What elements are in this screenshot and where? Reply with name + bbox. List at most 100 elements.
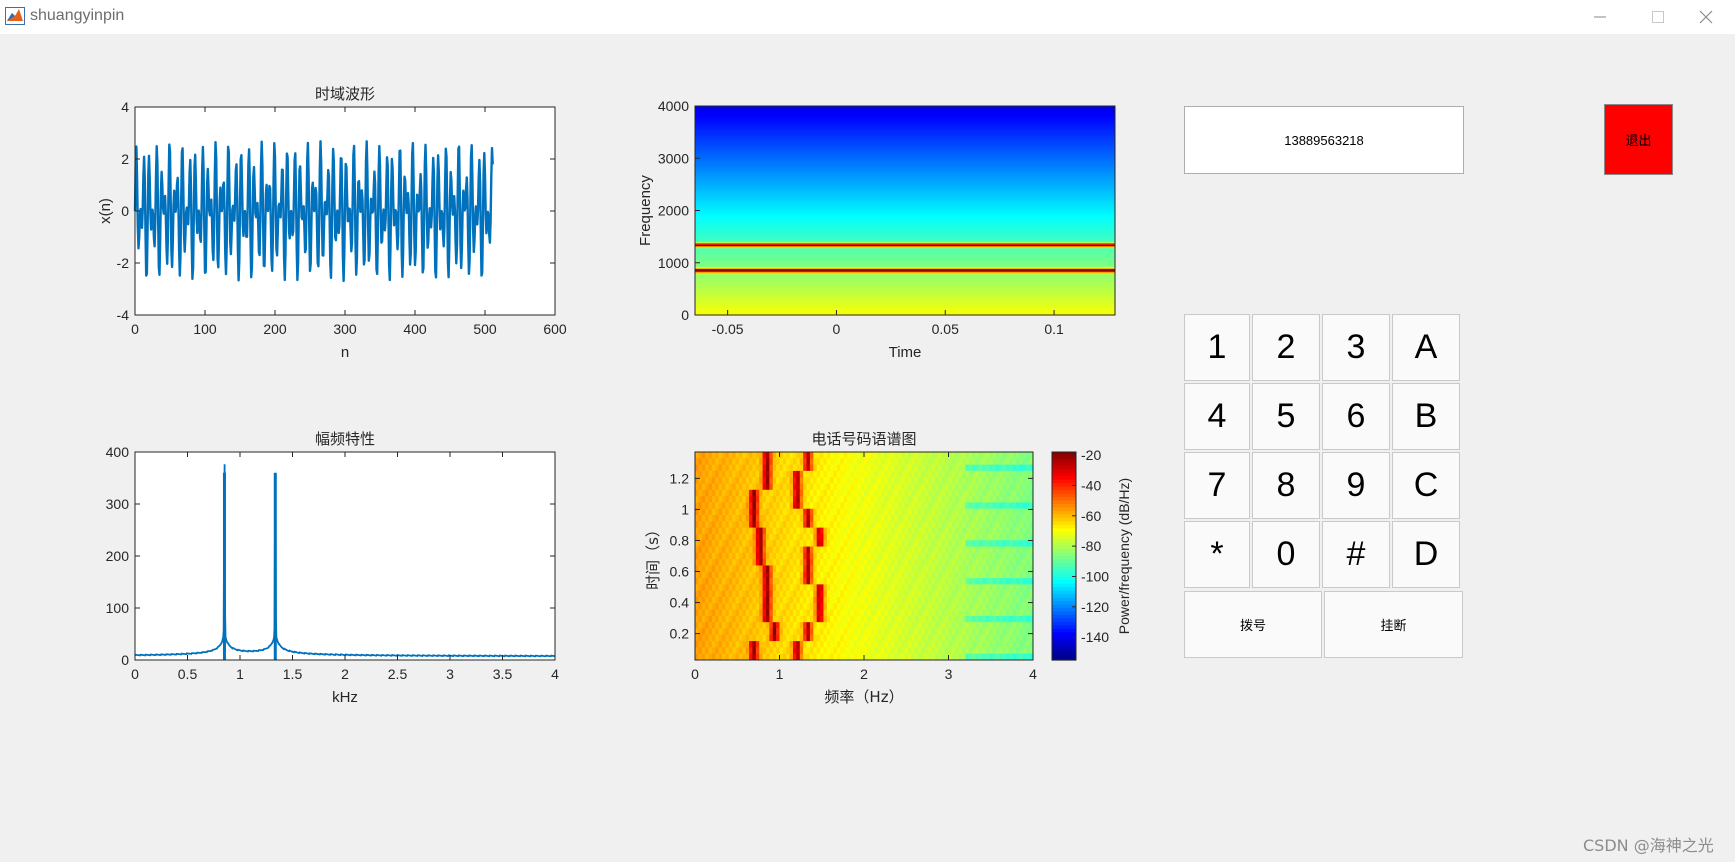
spectrogram-cell <box>755 483 760 491</box>
spectrogram-cell <box>847 515 851 522</box>
key-3[interactable]: 3 <box>1322 314 1390 381</box>
spectrogram-cell <box>985 559 990 566</box>
spectrogram-cell <box>765 470 770 478</box>
spectrogram-cell <box>840 584 845 592</box>
spectrogram-cell <box>698 647 703 655</box>
key-5[interactable]: 5 <box>1252 383 1320 450</box>
spectrogram-cell <box>934 634 939 642</box>
key-8[interactable]: 8 <box>1252 452 1320 519</box>
key-c[interactable]: C <box>1392 452 1460 519</box>
spectrogram-cell <box>809 590 814 598</box>
spectrogram-cell <box>806 540 811 548</box>
spectrogram-cell <box>840 533 845 541</box>
spectrogram-cell <box>833 515 838 522</box>
close-button[interactable] <box>1677 0 1735 34</box>
spectrogram-cell <box>867 609 872 617</box>
key-star[interactable]: * <box>1184 521 1250 588</box>
spectrogram-cell <box>826 515 831 522</box>
spectrogram-cell <box>921 470 926 478</box>
key-7[interactable]: 7 <box>1184 452 1250 519</box>
y-tick-label: 4 <box>121 99 129 115</box>
spectrogram-cell <box>955 559 960 566</box>
spectrogram-cell <box>962 584 966 592</box>
spectrogram-cell <box>836 584 841 592</box>
spectrogram-cell <box>765 552 770 560</box>
exit-button[interactable]: 退出 <box>1604 104 1673 175</box>
spectrogram-cell <box>904 508 909 516</box>
spectrogram-cell <box>1005 527 1010 535</box>
spectrogram-cell <box>705 653 710 661</box>
spectrogram-cell <box>968 590 973 598</box>
spectrogram-cell <box>786 641 791 648</box>
spectrogram-cell <box>715 647 720 655</box>
spectrogram-cell <box>701 615 706 623</box>
spectrogram-cell <box>904 653 909 661</box>
spectrogram-cell <box>836 641 841 648</box>
spectrogram-cell <box>735 496 740 503</box>
key-d[interactable]: D <box>1392 521 1460 588</box>
hangup-button[interactable]: 挂断 <box>1324 591 1463 658</box>
spectrogram-cell <box>820 527 824 535</box>
spectrogram-cell <box>860 540 865 548</box>
spectrogram-cell <box>934 571 939 579</box>
spectrogram-cell <box>918 578 922 585</box>
spectrogram-cell <box>695 596 699 604</box>
spectrogram-cell <box>776 590 780 598</box>
spectrogram-cell <box>755 470 760 478</box>
spectrogram-cell <box>732 584 737 592</box>
spectrogram-cell <box>1026 533 1031 541</box>
spectrogram-cell <box>948 565 953 573</box>
spectrogram-cell <box>958 628 963 636</box>
spectrogram-cell <box>887 527 892 535</box>
spectrogram-cell <box>911 483 916 491</box>
spectrogram-cell <box>806 565 811 573</box>
key-b[interactable]: B <box>1392 383 1460 450</box>
spectrogram-cell <box>816 653 821 661</box>
spectrogram-cell <box>918 489 922 497</box>
spectrogram-cell <box>864 458 868 466</box>
spectrogram-cell <box>999 470 1004 478</box>
spectrogram-cell <box>978 578 983 585</box>
key-9[interactable]: 9 <box>1322 452 1390 519</box>
key-2[interactable]: 2 <box>1252 314 1320 381</box>
spectrogram-cell <box>843 615 848 623</box>
spectrogram-cell <box>941 521 946 529</box>
spectrogram-cell <box>752 641 757 648</box>
spectrogram-cell <box>755 527 760 535</box>
spectrogram-cell <box>921 622 926 629</box>
spectrogram-cell <box>870 489 875 497</box>
spectrogram-cell <box>1026 596 1031 604</box>
spectrogram-row <box>695 177 1115 180</box>
spectrogram-cell <box>918 565 922 573</box>
spectrogram-cell <box>789 584 794 592</box>
dial-button[interactable]: 拨号 <box>1184 591 1322 658</box>
spectrogram-cell <box>796 609 801 617</box>
spectrogram-cell <box>1009 502 1014 510</box>
y-tick-label: 0 <box>681 307 689 323</box>
spectrogram-cell <box>958 502 963 510</box>
spectrogram-cell <box>958 521 963 529</box>
spectrogram-cell <box>887 464 892 472</box>
spectrogram-cells <box>695 452 1034 661</box>
spectrogram-cell <box>951 483 956 491</box>
spectrogram-cell <box>931 458 936 466</box>
spectrogram-cell <box>1005 596 1010 604</box>
spectrogram-cell <box>850 546 855 554</box>
key-hash[interactable]: # <box>1322 521 1390 588</box>
spectrogram-cell <box>1019 527 1024 535</box>
key-0[interactable]: 0 <box>1252 521 1320 588</box>
minimize-button[interactable] <box>1571 0 1629 34</box>
spectrogram-cell <box>1022 508 1027 516</box>
key-4[interactable]: 4 <box>1184 383 1250 450</box>
key-1[interactable]: 1 <box>1184 314 1250 381</box>
spectrogram-cell <box>782 533 787 541</box>
spectrogram-cell <box>847 641 851 648</box>
key-a[interactable]: A <box>1392 314 1460 381</box>
maximize-button[interactable] <box>1629 0 1687 34</box>
spectrogram-cell <box>843 477 848 485</box>
key-6[interactable]: 6 <box>1322 383 1390 450</box>
spectrogram-row <box>695 203 1115 206</box>
spectrogram-row <box>695 188 1115 191</box>
spectrogram-cell <box>989 496 993 503</box>
spectrogram-cell <box>755 615 760 623</box>
